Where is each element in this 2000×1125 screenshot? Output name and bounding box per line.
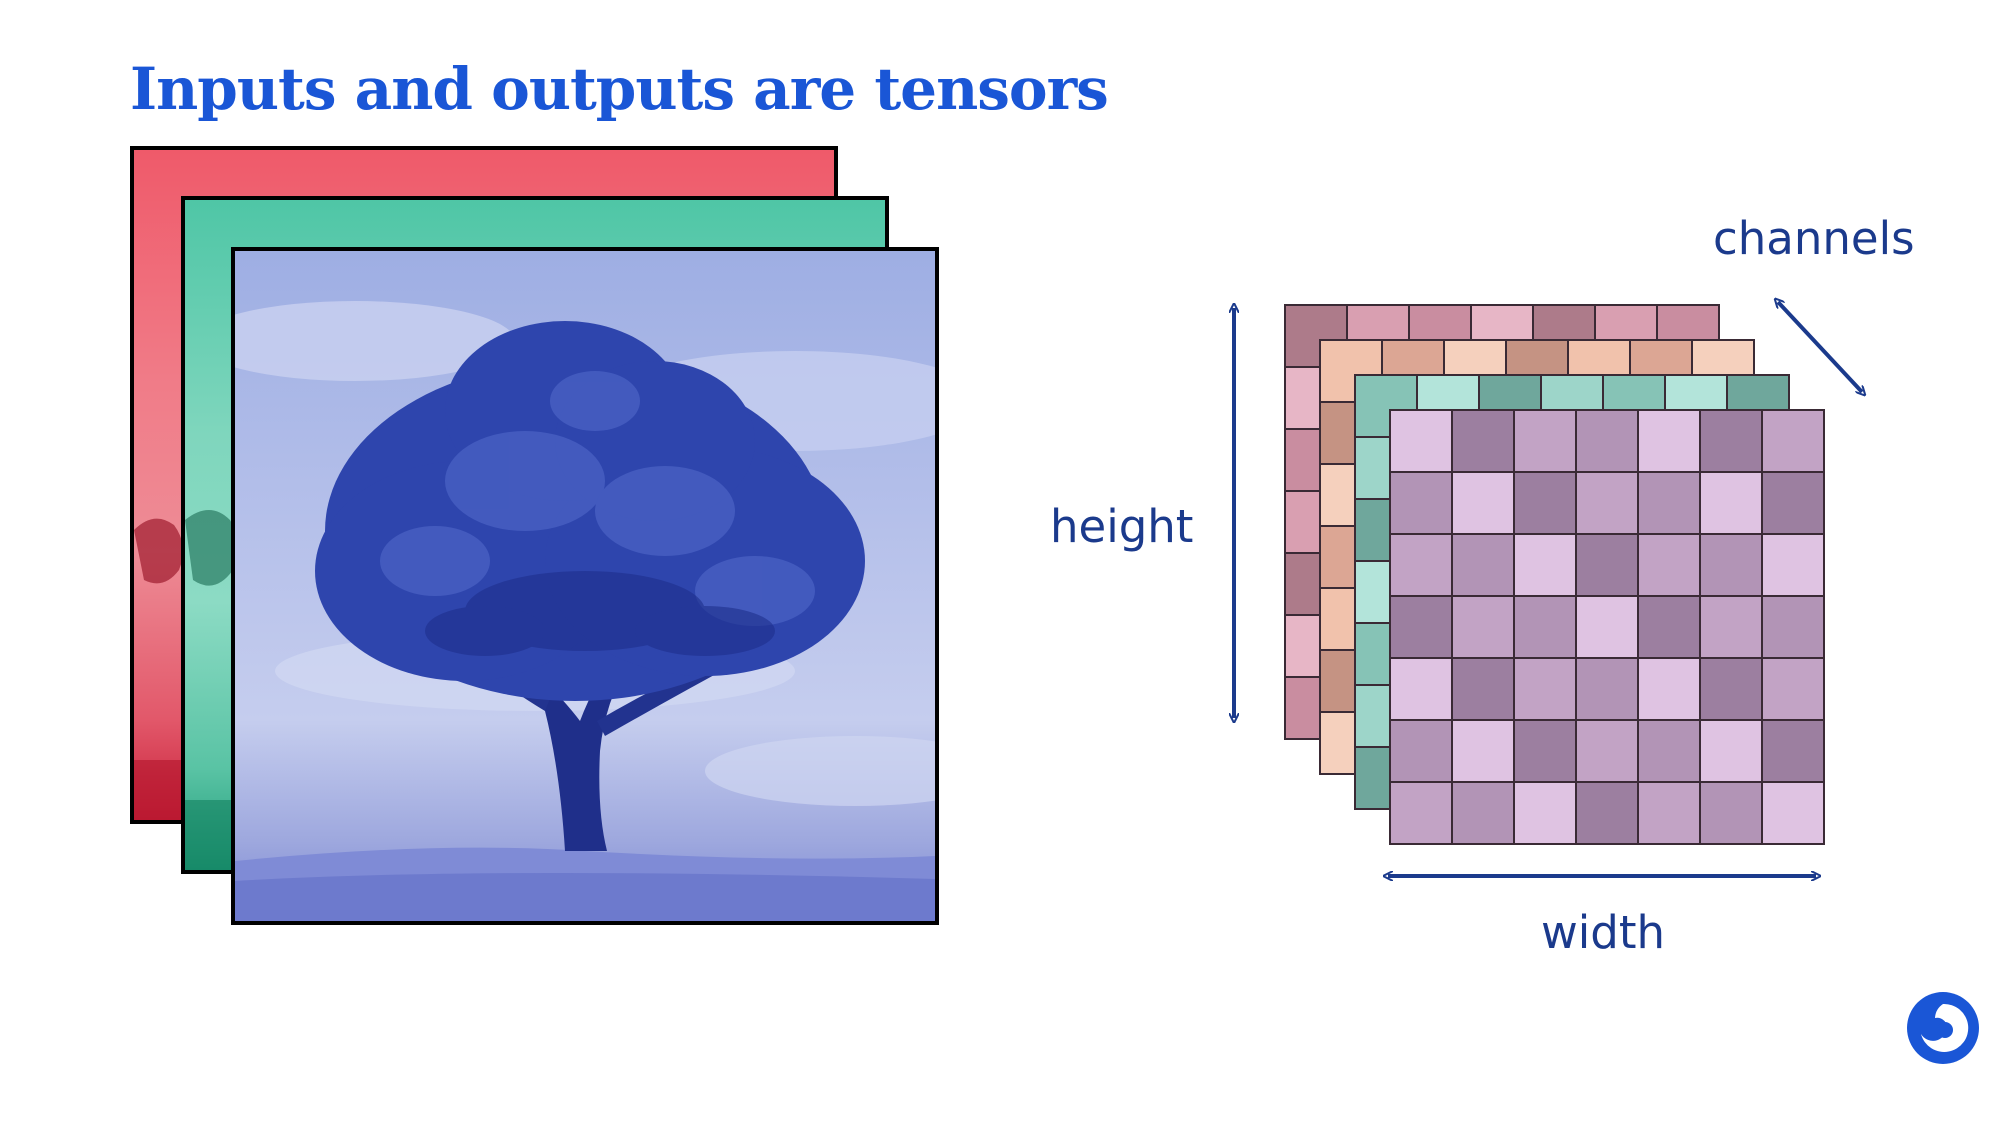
tensor-cell (1389, 657, 1453, 721)
tensor-cell (1637, 595, 1701, 659)
tensor-cell (1699, 657, 1763, 721)
tensor-cell (1451, 471, 1515, 535)
tensor-cell (1575, 533, 1639, 597)
tensor-layers (1284, 304, 1825, 845)
tensor-cell (1513, 719, 1577, 783)
slide-title: Inputs and outputs are tensors (130, 55, 1109, 123)
tensor-cell (1513, 781, 1577, 845)
tensor-cell (1699, 781, 1763, 845)
tensor-cell (1513, 595, 1577, 659)
tensor-cell (1761, 719, 1825, 783)
tensor-cell (1389, 781, 1453, 845)
height-label: height (1050, 500, 1194, 553)
tensor-cell (1451, 409, 1515, 473)
tensor-cell (1761, 657, 1825, 721)
tensor-cell (1389, 719, 1453, 783)
tensor-cell (1513, 657, 1577, 721)
tensor-cell (1761, 781, 1825, 845)
layer-front-lilac (1389, 409, 1825, 845)
tensor-cell (1389, 595, 1453, 659)
tensor-cell (1575, 409, 1639, 473)
tensor-cell (1761, 595, 1825, 659)
tensor-cell (1761, 409, 1825, 473)
tensor-cell (1637, 657, 1701, 721)
tensor-cell (1451, 533, 1515, 597)
brand-swirl-icon (1907, 992, 1979, 1064)
tensor-cell (1451, 657, 1515, 721)
tensor-cell (1699, 533, 1763, 597)
tensor-cell (1389, 409, 1453, 473)
blue-channel-tree-image (231, 247, 939, 925)
channels-label: channels (1713, 212, 1915, 265)
tensor-cell (1451, 595, 1515, 659)
tensor-cell (1699, 719, 1763, 783)
tree-illustration (235, 301, 935, 921)
tensor-cell (1575, 719, 1639, 783)
tensor-cell (1761, 471, 1825, 535)
tensor-cell (1513, 409, 1577, 473)
tensor-cell (1389, 533, 1453, 597)
width-label: width (1541, 906, 1666, 959)
tensor-cell (1389, 471, 1453, 535)
tensor-cell (1699, 409, 1763, 473)
tensor-cell (1575, 657, 1639, 721)
tensor-cell (1513, 533, 1577, 597)
tensor-cell (1699, 595, 1763, 659)
channels-arrow (1778, 302, 1862, 392)
tensor-cell (1761, 533, 1825, 597)
tensor-cell (1637, 719, 1701, 783)
tensor-cell (1637, 533, 1701, 597)
tensor-cell (1637, 409, 1701, 473)
tensor-cell (1513, 471, 1577, 535)
tensor-cell (1575, 781, 1639, 845)
tensor-cell (1575, 595, 1639, 659)
tensor-cell (1637, 471, 1701, 535)
tensor-cell (1451, 719, 1515, 783)
tensor-cell (1699, 471, 1763, 535)
tensor-cell (1575, 471, 1639, 535)
tensor-cell (1637, 781, 1701, 845)
tensor-cell (1451, 781, 1515, 845)
